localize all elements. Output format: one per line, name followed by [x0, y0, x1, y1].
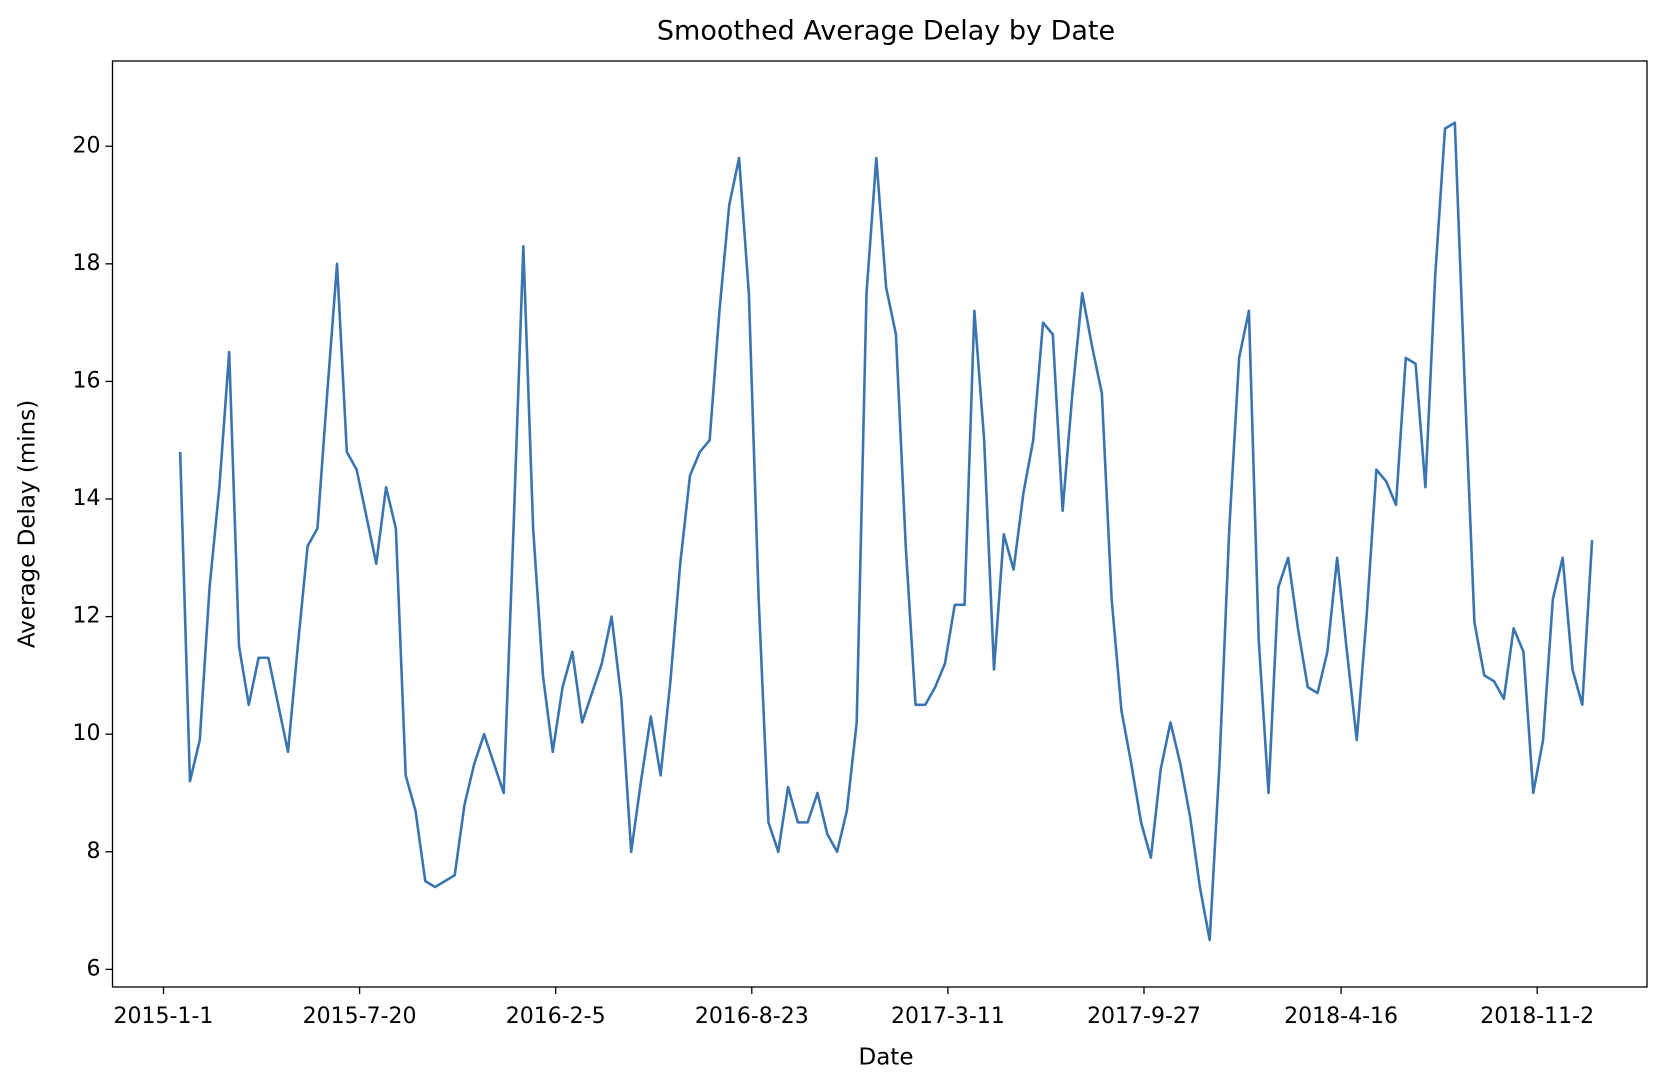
y-tick-label: 6 — [87, 956, 101, 981]
x-tick-label: 2018-11-2 — [1480, 1004, 1594, 1029]
plot-frame — [111, 60, 1648, 988]
chart-title: Smoothed Average Delay by Date — [657, 16, 1115, 47]
x-tick-label: 2016-8-23 — [695, 1004, 809, 1029]
y-tick-label: 8 — [87, 839, 101, 864]
y-tick-label: 20 — [73, 133, 101, 158]
x-tick-label: 2016-2-5 — [506, 1004, 606, 1029]
x-tick-label: 2015-7-20 — [303, 1004, 417, 1029]
x-tick-label: 2015-1-1 — [114, 1004, 214, 1029]
y-tick-label: 18 — [73, 251, 101, 276]
y-tick-label: 12 — [73, 604, 101, 629]
x-tick-label: 2017-3-11 — [891, 1004, 1005, 1029]
x-tick-label: 2017-9-27 — [1087, 1004, 1201, 1029]
y-tick-label: 16 — [73, 368, 101, 393]
x-tick-label: 2018-4-16 — [1284, 1004, 1398, 1029]
data-line — [178, 121, 1594, 942]
y-axis-label: Average Delay (mins) — [15, 400, 41, 648]
y-tick-label: 14 — [73, 486, 101, 511]
y-tick-label: 10 — [73, 721, 101, 746]
x-axis-label: Date — [859, 1045, 914, 1071]
